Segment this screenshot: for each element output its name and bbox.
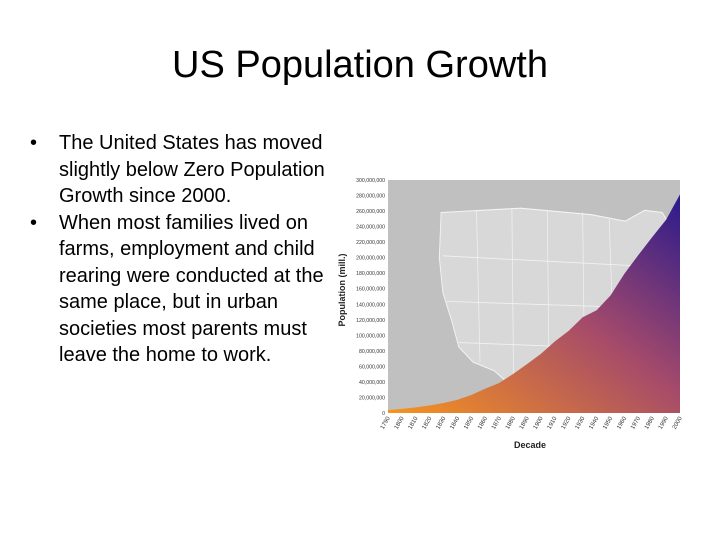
slide-title: US Population Growth — [172, 44, 548, 86]
x-tick-label: 1860 — [477, 415, 489, 430]
x-axis-label: Decade — [514, 440, 546, 450]
x-tick-label: 1890 — [519, 415, 531, 430]
y-axis-label: Population (mill.) — [337, 254, 347, 327]
y-tick-label: 80,000,000 — [359, 349, 385, 355]
x-tick-label: 1990 — [658, 415, 670, 430]
population-chart-svg: 0 20,000,000 40,000,000 60,000,000 80,000,00… — [337, 178, 684, 450]
y-tick-label: 20,000,000 — [359, 395, 385, 401]
y-tick-label: 60,000,000 — [359, 364, 385, 370]
x-axis-ticks: 1790 1800 1810 1820 1830 1840 1850 1860 1870 1880… — [380, 415, 684, 430]
x-tick-label: 1960 — [616, 415, 628, 430]
x-tick-label: 1810 — [408, 415, 420, 430]
x-tick-label: 1800 — [394, 415, 406, 430]
y-tick-label: 220,000,000 — [356, 240, 385, 246]
x-tick-label: 1880 — [505, 415, 517, 430]
y-tick-label: 160,000,000 — [356, 287, 385, 293]
x-tick-label: 1910 — [547, 415, 559, 430]
x-tick-label: 1950 — [602, 415, 614, 430]
x-tick-label: 1920 — [561, 415, 573, 430]
x-tick-label: 1870 — [491, 415, 503, 430]
y-tick-label: 280,000,000 — [356, 194, 385, 200]
y-tick-label: 300,000,000 — [356, 178, 385, 184]
bullet-item: When most families lived on farms, emplo… — [30, 210, 330, 369]
y-tick-label: 200,000,000 — [356, 256, 385, 262]
y-tick-label: 100,000,000 — [356, 333, 385, 339]
y-tick-label: 0 — [382, 411, 385, 417]
x-tick-label: 1850 — [463, 415, 475, 430]
population-chart: 0 20,000,000 40,000,000 60,000,000 80,000,00… — [335, 170, 685, 460]
y-tick-label: 120,000,000 — [356, 318, 385, 324]
x-tick-label: 1840 — [449, 415, 461, 430]
bullet-list: The United States has moved slightly bel… — [30, 130, 330, 369]
x-tick-label: 1970 — [630, 415, 642, 430]
y-tick-label: 40,000,000 — [359, 380, 385, 386]
y-tick-label: 180,000,000 — [356, 271, 385, 277]
y-tick-label: 140,000,000 — [356, 302, 385, 308]
x-tick-label: 1900 — [533, 415, 545, 430]
y-tick-label: 260,000,000 — [356, 209, 385, 215]
x-tick-label: 1940 — [588, 415, 600, 430]
x-tick-label: 1830 — [435, 415, 447, 430]
x-tick-label: 1790 — [380, 415, 392, 430]
x-tick-label: 1980 — [644, 415, 656, 430]
bullet-item: The United States has moved slightly bel… — [30, 130, 330, 210]
population-area — [388, 194, 680, 413]
y-tick-label: 240,000,000 — [356, 225, 385, 231]
x-tick-label: 2000 — [672, 415, 684, 430]
x-tick-label: 1820 — [422, 415, 434, 430]
x-tick-label: 1930 — [575, 415, 587, 430]
y-axis-ticks: 0 20,000,000 40,000,000 60,000,000 80,000,00… — [356, 178, 385, 417]
